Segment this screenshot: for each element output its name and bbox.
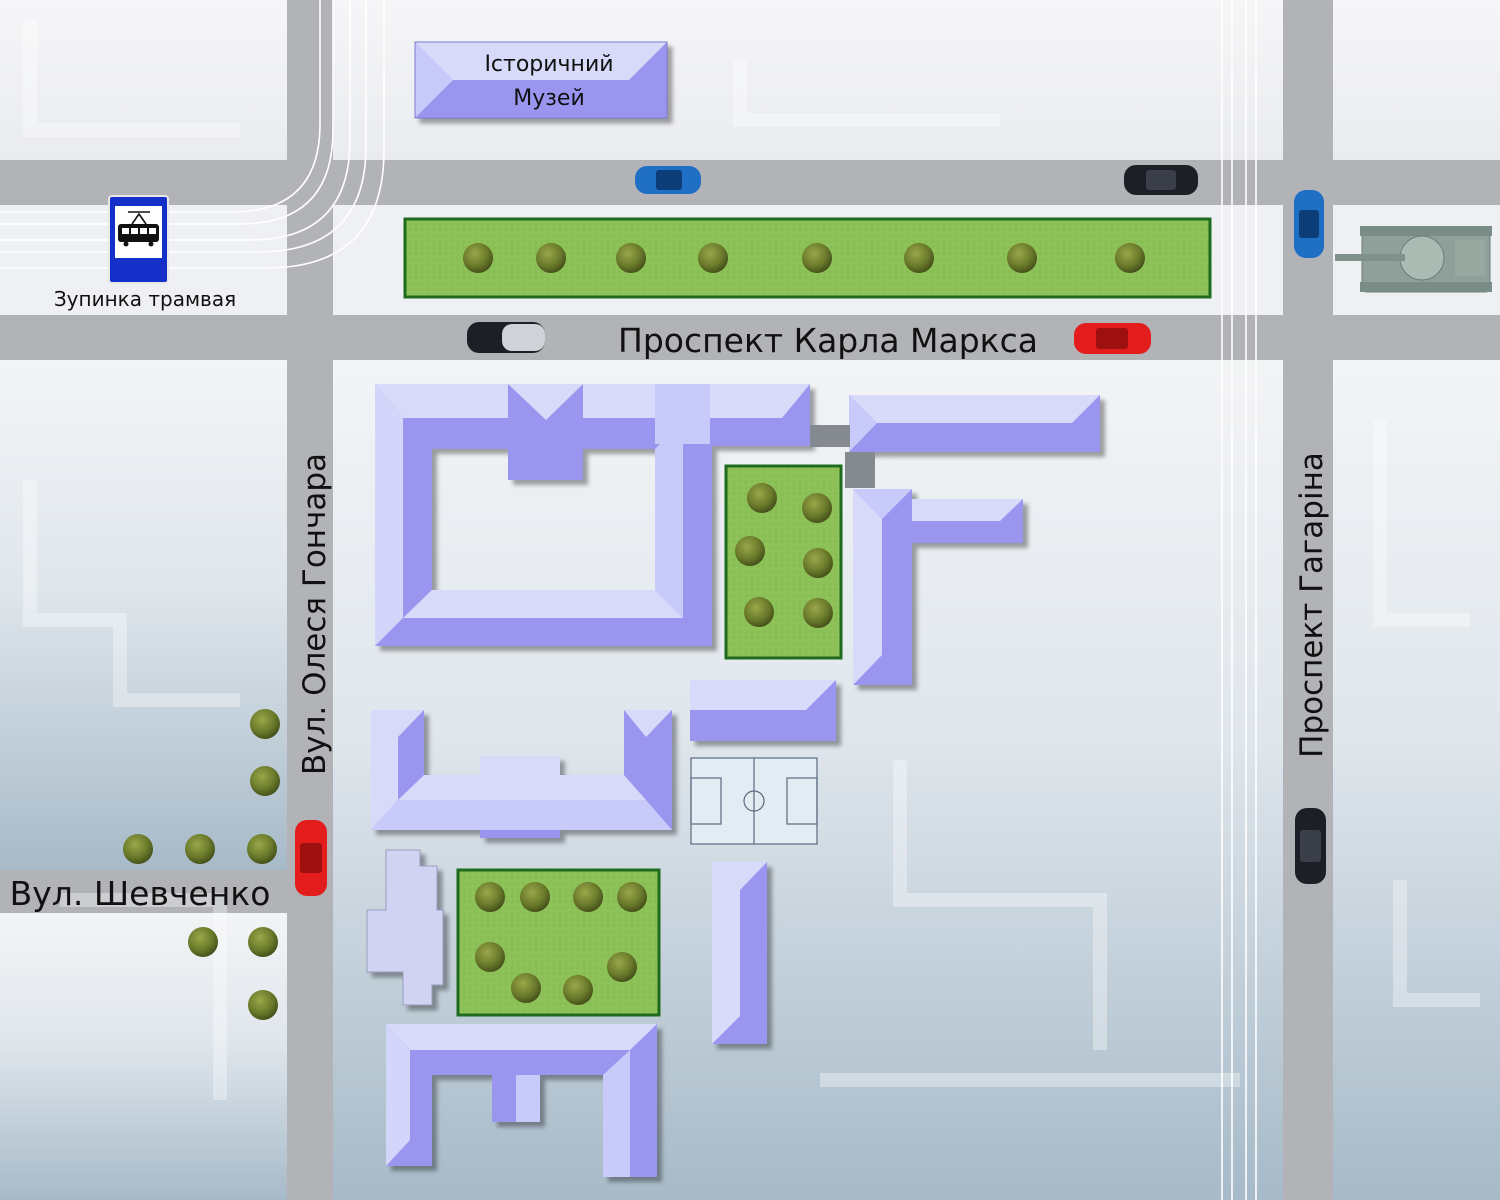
tree-icon — [802, 493, 832, 523]
tree-icon — [563, 975, 593, 1005]
tree-icon — [573, 882, 603, 912]
tree-icon — [616, 243, 646, 273]
football-field-icon — [690, 757, 818, 845]
street-label-haharina: Проспект Гагаріна — [1294, 452, 1330, 758]
tree-icon — [250, 709, 280, 739]
tree-icon — [802, 243, 832, 273]
street-label-shevchenko: Вул. Шевченко — [10, 874, 271, 913]
tree-icon — [248, 990, 278, 1020]
museum-label-line1: Історичний — [484, 52, 613, 77]
tree-icon — [735, 536, 765, 566]
background-pattern — [23, 20, 1480, 1100]
tram-stop-sign-icon[interactable] — [108, 195, 169, 284]
museum-label-line2: Музей — [513, 86, 585, 111]
building-south-e — [386, 1024, 657, 1177]
tree-icon — [475, 882, 505, 912]
history-museum-building — [414, 41, 668, 119]
car-icon — [295, 820, 327, 896]
building-west-u — [371, 710, 672, 838]
tree-icon — [185, 834, 215, 864]
building-connector — [810, 425, 850, 447]
building-east-top — [849, 395, 1100, 452]
tree-icon — [247, 834, 277, 864]
tree-icon — [250, 766, 280, 796]
tram-rails — [0, 0, 1257, 1200]
building-narrow — [712, 862, 767, 1044]
tree-icon — [475, 942, 505, 972]
building-east-l — [853, 489, 1023, 685]
street-label-honchara: Вул. Олеся Гончара — [297, 453, 333, 775]
building-west-annex — [366, 849, 444, 1006]
tree-icon — [803, 598, 833, 628]
car-icon — [467, 322, 545, 353]
main-building — [375, 384, 810, 646]
tree-icon — [463, 243, 493, 273]
trees — [123, 243, 1145, 1020]
building-connector-2 — [845, 452, 875, 488]
tree-icon — [188, 927, 218, 957]
tree-icon — [511, 973, 541, 1003]
tree-icon — [803, 548, 833, 578]
tree-icon — [747, 483, 777, 513]
tree-icon — [904, 243, 934, 273]
tree-icon — [520, 882, 550, 912]
tree-icon — [1007, 243, 1037, 273]
car-icon — [1295, 808, 1326, 884]
building-small-center — [690, 680, 836, 741]
tree-icon — [123, 834, 153, 864]
tree-icon — [1115, 243, 1145, 273]
car-icon — [635, 166, 701, 194]
street-label-karla-marksa: Проспект Карла Маркса — [618, 321, 1038, 360]
tree-icon — [607, 952, 637, 982]
tree-icon — [248, 927, 278, 957]
tree-icon — [698, 243, 728, 273]
car-icon — [1074, 323, 1151, 354]
car-icon — [1124, 165, 1198, 195]
tree-icon — [617, 882, 647, 912]
tree-icon — [744, 597, 774, 627]
car-icon — [1294, 190, 1324, 258]
tank-monument-icon — [1335, 226, 1492, 293]
tree-icon — [536, 243, 566, 273]
cars — [295, 165, 1326, 896]
tram-stop-label: Зупинка трамвая — [54, 287, 236, 311]
